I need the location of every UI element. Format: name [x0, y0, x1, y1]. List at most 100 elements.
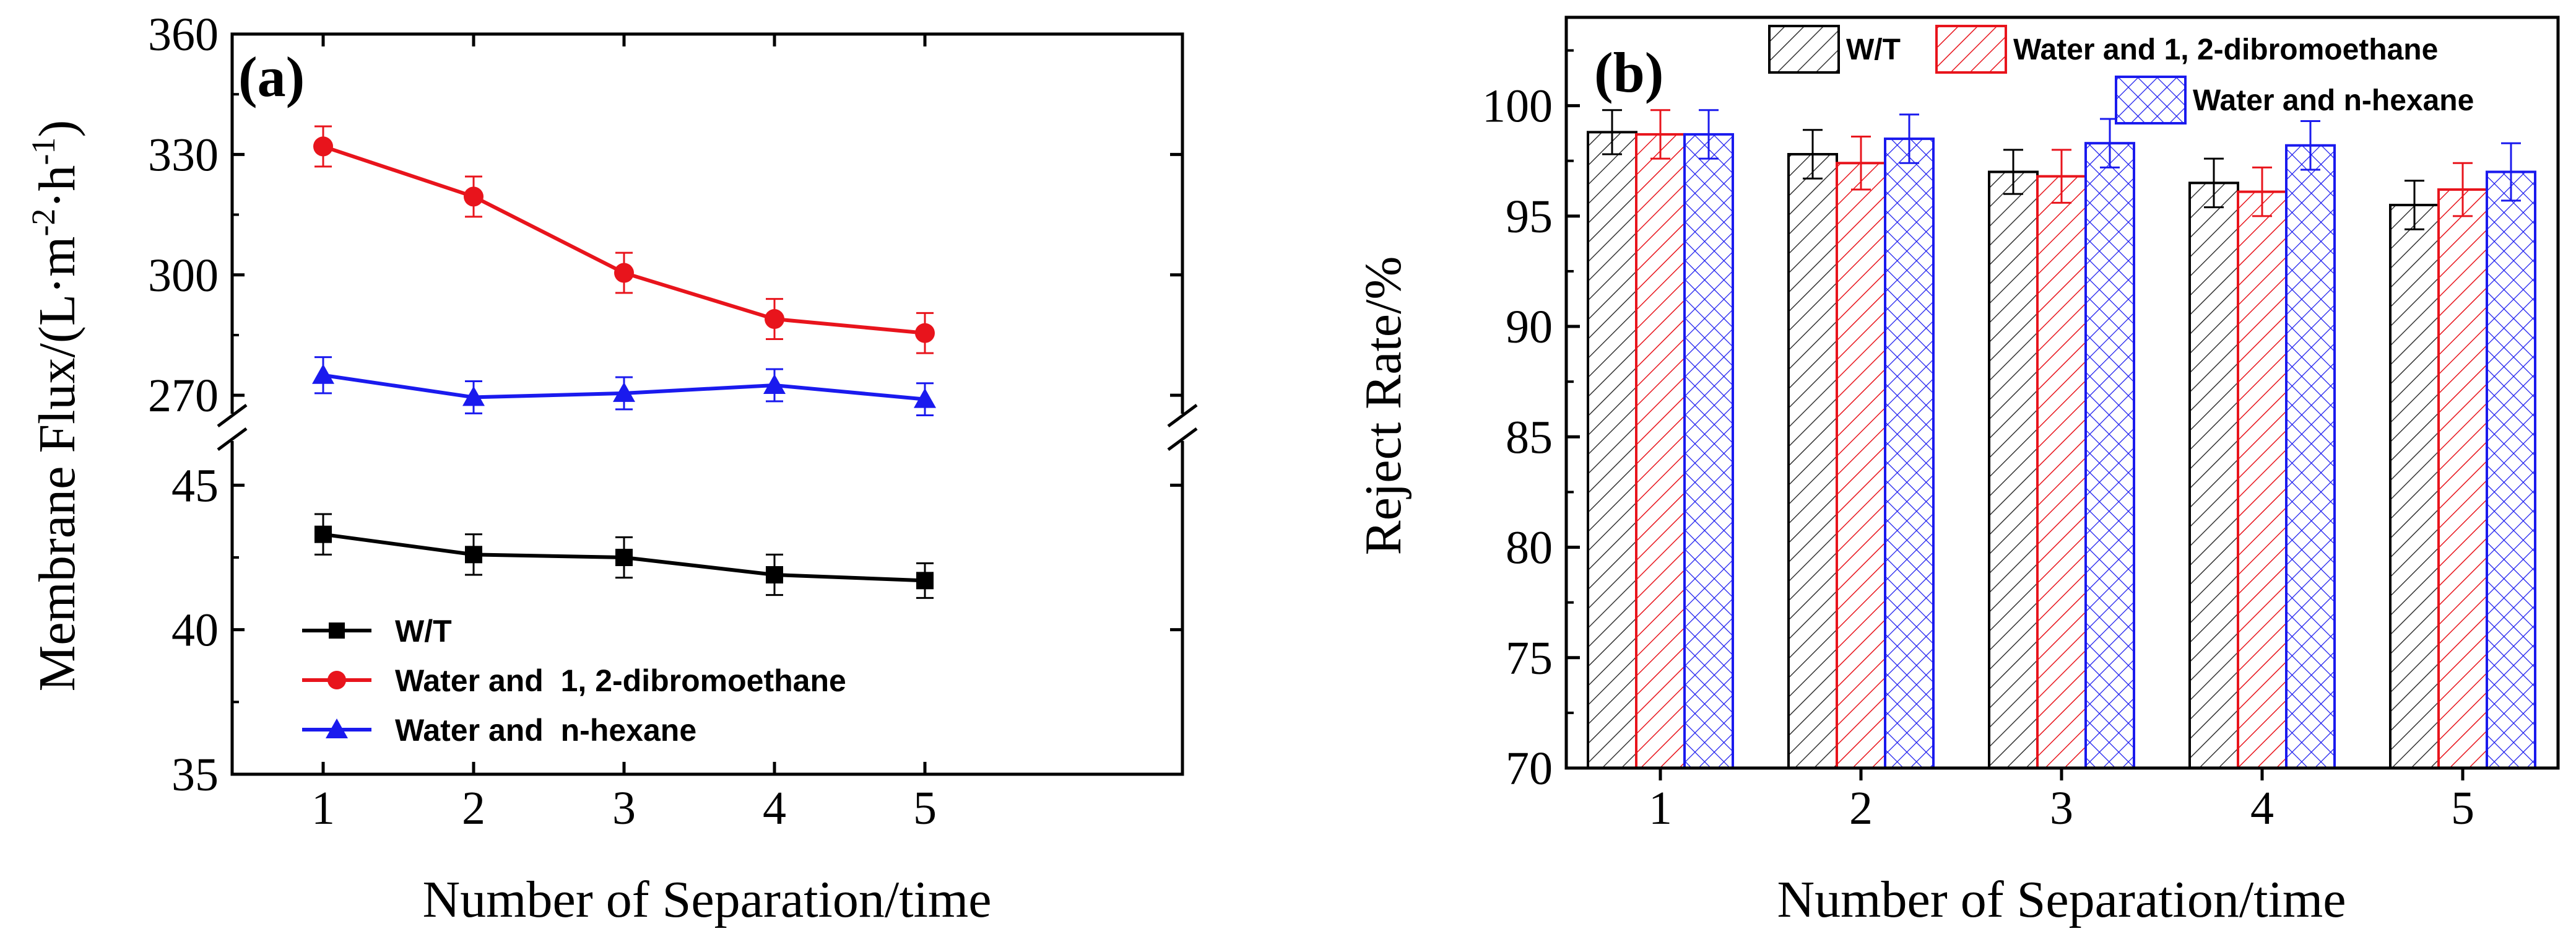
y-tick-label: 95 — [1506, 191, 1553, 243]
x-tick-label: 3 — [612, 782, 636, 834]
x-tick-label: 5 — [2451, 782, 2474, 834]
y-tick-label: 85 — [1506, 411, 1553, 463]
panel-b-bar-chart: 70 75 80 85 90 95 100 1 2 3 4 5 (b) Number of Sepa… — [1355, 15, 2560, 928]
legend-label: Water and n-hexane — [395, 713, 696, 748]
axis-break-mark — [217, 403, 248, 428]
panel-a-y-axis-title: Membrane Flux/(L·m-2·h-1) — [25, 120, 86, 692]
y-tick-label: 330 — [148, 129, 219, 181]
y-tick-label: 70 — [1506, 743, 1553, 795]
y-axis-title-part: Membrane Flux/(L·m — [28, 237, 86, 692]
panel-a-legend: W/T Water and 1, 2-dibromoethane Water a… — [302, 614, 846, 748]
panel-b-bars — [1587, 109, 2536, 770]
legend-entry-wt: W/T — [1768, 25, 1901, 74]
data-point-triangle — [462, 386, 485, 406]
data-point-triangle — [312, 364, 334, 384]
axis-break-mark — [1167, 403, 1198, 428]
legend-entry-dibromoethane: Water and 1, 2-dibromoethane — [302, 663, 846, 698]
panel-a-x-ticks: 1 2 3 4 5 — [311, 34, 937, 834]
panel-a-y-ticks: 270 300 330 360 35 40 45 — [148, 9, 1182, 801]
y-tick-label: 75 — [1506, 632, 1553, 684]
y-axis-title-part: ·h — [28, 165, 86, 209]
x-tick-label: 3 — [2050, 782, 2073, 834]
x-tick-label: 2 — [1849, 782, 1873, 834]
bar — [2437, 188, 2488, 769]
legend-square-marker — [329, 622, 345, 639]
legend-hatch-swatch — [1768, 25, 1840, 74]
data-point-triangle — [914, 388, 936, 408]
data-point-circle — [614, 263, 634, 283]
y-tick-label: 360 — [148, 9, 219, 61]
y-tick-label: 80 — [1506, 522, 1553, 574]
bar — [1587, 131, 1637, 769]
y-tick-label: 45 — [171, 460, 219, 512]
x-tick-label: 2 — [462, 782, 485, 834]
data-point-square — [615, 549, 633, 566]
y-axis-title-superscript: -2 — [25, 209, 62, 237]
data-point-circle — [765, 309, 784, 330]
data-point-triangle — [763, 373, 786, 394]
x-tick-label: 4 — [2250, 782, 2274, 834]
axis-break-mark — [217, 427, 248, 452]
legend-entry-n-hexane: Water and n-hexane — [2115, 76, 2474, 124]
legend-label: Water and n-hexane — [2193, 84, 2474, 117]
legend-label: W/T — [395, 614, 452, 649]
legend-label: W/T — [1846, 33, 1901, 66]
bar — [2188, 181, 2239, 769]
data-point-triangle — [613, 382, 635, 402]
legend-entry-wt: W/T — [302, 614, 452, 649]
bar — [1988, 170, 2039, 769]
y-tick-label: 270 — [148, 370, 219, 422]
panel-a-x-axis-title: Number of Separation/time — [422, 871, 991, 928]
legend-label: Water and 1, 2-dibromoethane — [2013, 33, 2438, 66]
legend-crosshatch-swatch — [2115, 76, 2187, 124]
data-point-square — [465, 546, 482, 564]
bar — [2237, 190, 2288, 769]
panel-b-legend: W/T Water and 1, 2-dibromoethane Water a… — [1768, 25, 2474, 124]
y-tick-label: 90 — [1506, 301, 1553, 353]
y-axis-title-superscript: -1 — [25, 138, 62, 165]
data-point-circle — [915, 323, 935, 343]
legend-entry-dibromoethane: Water and 1, 2-dibromoethane — [1935, 25, 2438, 74]
data-point-circle — [464, 186, 484, 207]
bar — [2285, 144, 2336, 770]
x-tick-label: 4 — [763, 782, 786, 834]
bar — [1787, 153, 1838, 769]
x-tick-label: 5 — [913, 782, 937, 834]
y-tick-label: 100 — [1482, 81, 1553, 133]
bar — [1884, 138, 1935, 769]
y-tick-label: 35 — [171, 749, 219, 801]
data-point-circle — [313, 136, 333, 157]
panel-a-frame — [230, 32, 1184, 776]
bar — [1683, 133, 1734, 770]
panel-b-y-ticks: 70 75 80 85 90 95 100 — [1482, 49, 1580, 795]
panel-b-y-axis-title: Reject Rate/% — [1355, 256, 1412, 556]
data-point-square — [766, 566, 783, 583]
axis-break-mark — [1167, 427, 1198, 452]
data-point-square — [916, 572, 934, 590]
panel-b-label: (b) — [1594, 41, 1663, 104]
legend-entry-n-hexane: Water and n-hexane — [302, 713, 696, 748]
panel-b-x-axis-title: Number of Separation/time — [1777, 871, 2346, 928]
legend-triangle-marker — [326, 718, 348, 738]
panel-a-label: (a) — [238, 45, 305, 108]
bar — [2036, 175, 2087, 769]
bar — [1635, 133, 1686, 770]
legend-circle-marker — [327, 671, 346, 689]
y-tick-label: 40 — [171, 605, 219, 657]
y-axis-title-part: ) — [28, 120, 86, 138]
panel-b-x-ticks: 1 2 3 4 5 — [1649, 768, 2474, 834]
legend-label: Water and 1, 2-dibromoethane — [395, 663, 846, 698]
legend-hatch-swatch — [1935, 25, 2007, 74]
data-point-square — [314, 525, 332, 543]
bar — [2486, 170, 2536, 769]
bar — [2084, 142, 2135, 769]
y-tick-label: 300 — [148, 250, 219, 302]
x-tick-label: 1 — [311, 782, 335, 834]
panel-a-series — [312, 125, 936, 599]
bar — [1836, 162, 1886, 770]
x-tick-label: 1 — [1649, 782, 1672, 834]
series-line — [323, 144, 926, 335]
bar — [2389, 204, 2440, 769]
